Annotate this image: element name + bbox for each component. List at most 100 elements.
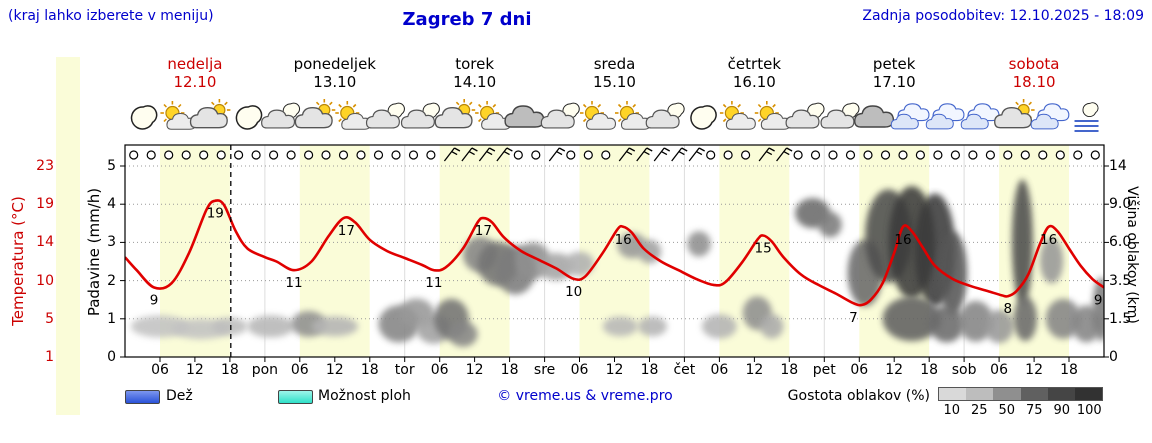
cloud-cover-symbol	[426, 150, 436, 160]
wind-row	[129, 147, 1100, 162]
svg-text:16: 16	[615, 232, 632, 248]
cloud-cover-symbol	[583, 150, 593, 160]
x-hour-label: 12	[185, 362, 204, 378]
x-hour-label: 18	[360, 362, 379, 378]
temperature-tick: 5	[45, 310, 54, 327]
cloud-height-tick: 9.0	[1109, 196, 1132, 213]
last-updated: Zadnja posodobitev: 12.10.2025 - 18:09	[862, 8, 1144, 24]
weather-icon-moon-cloud	[645, 102, 685, 129]
location-hint: (kraj lahko izberete v meniju)	[8, 8, 214, 24]
cloud-cover-symbol	[286, 150, 296, 160]
weather-icon-moon	[235, 105, 263, 130]
wind-barb	[618, 147, 636, 162]
copyright-link[interactable]: © vreme.us & vreme.pro	[497, 388, 673, 404]
x-hour-label: 18	[920, 362, 939, 378]
weather-icon-sun-cloud	[160, 101, 197, 130]
cloud-density-scale	[938, 387, 1103, 401]
cloud-cover-symbol	[915, 150, 926, 160]
weather-icon-cloud-sun	[994, 99, 1035, 129]
temperature-value-labels: 9 19 11 17 11 17 10 16 15 7 16 8 16 9	[150, 206, 1103, 326]
x-hour-label: 12	[465, 362, 484, 378]
cloud-cover-symbol	[740, 150, 751, 160]
day-date: 12.10	[173, 73, 217, 91]
cloud-cover-symbol	[1055, 150, 1065, 160]
cloud-cover-symbol	[1090, 150, 1100, 160]
x-hour-label: 18	[1060, 362, 1078, 378]
svg-text:11: 11	[285, 275, 302, 291]
cloud-cover-symbol	[933, 150, 943, 160]
showers-legend-label: Možnost ploh	[318, 388, 411, 404]
cloud-height-tick: 14	[1109, 158, 1127, 174]
density-cell-100	[1074, 388, 1103, 400]
day-date: 18.10	[1012, 73, 1056, 91]
cloud-cover-symbol	[181, 150, 191, 160]
x-hour-label: 18	[220, 362, 239, 378]
svg-text:9: 9	[150, 293, 159, 309]
cloud-cover-symbol	[164, 150, 174, 160]
precipitation-tick: 1	[107, 310, 116, 327]
weather-icon-cloud-blue	[890, 103, 930, 130]
density-tick-label: 90	[1053, 403, 1071, 418]
day-name-sobota: sobota	[1008, 55, 1060, 73]
density-tick-label: 75	[1026, 403, 1043, 418]
svg-text:8: 8	[1004, 301, 1013, 317]
axis-tick-marks	[120, 165, 1109, 362]
precipitation-tick: 2	[107, 272, 116, 289]
wind-barb	[496, 147, 513, 162]
wind-barb	[636, 147, 653, 162]
svg-text:17: 17	[338, 223, 355, 239]
density-cell-90	[1047, 388, 1075, 400]
cloud-cover-symbol	[828, 150, 838, 160]
weather-icon-cloud-dark	[854, 105, 895, 128]
x-day-label: sre	[533, 362, 556, 378]
cloud-cover-symbol	[234, 150, 244, 160]
cloud-cover-symbol	[531, 150, 541, 160]
cloud-height-tick: 0	[1109, 349, 1118, 365]
x-hour-label: 12	[325, 362, 344, 378]
day-date: 13.10	[313, 73, 357, 91]
svg-text:10: 10	[565, 284, 582, 300]
svg-text:16: 16	[894, 232, 911, 248]
wind-barb	[461, 147, 478, 162]
density-cell-50	[993, 388, 1021, 400]
cloud-cover-symbol	[566, 150, 576, 160]
x-hour-label: 12	[1025, 362, 1044, 378]
weather-icon-moon-cloud	[365, 102, 405, 129]
cloud-cover-symbol	[391, 150, 401, 160]
svg-text:16: 16	[1040, 232, 1057, 248]
temperature-curve	[125, 199, 1104, 307]
weather-icon-moon-cloud	[785, 102, 825, 129]
weather-icon-cloud-sun	[294, 99, 336, 129]
precipitation-tick: 0	[107, 349, 116, 365]
x-hour-label: 12	[605, 362, 624, 378]
density-tick-label: 25	[971, 403, 988, 418]
cloud-cover-symbol	[845, 150, 856, 160]
cloud-cover-symbol	[880, 150, 891, 160]
weather-icon-cloud-sun	[434, 99, 476, 129]
density-tick-label: 50	[998, 403, 1016, 418]
weather-icon-cloud-blue	[925, 103, 965, 130]
wind-barb	[776, 147, 793, 162]
x-hour-label: 06	[570, 362, 589, 378]
rain-legend-swatch	[125, 390, 160, 404]
x-hour-label: 18	[640, 362, 659, 378]
x-day-label: tor	[394, 362, 415, 378]
x-day-label: pon	[251, 362, 279, 378]
cloud-cover-symbol	[251, 150, 261, 160]
day-name-torek: torek	[455, 55, 495, 73]
wind-barb	[548, 147, 566, 162]
weather-icon-sun-cloud	[335, 101, 372, 130]
weather-icon-moon-cloud	[540, 102, 580, 129]
temperature-tick: 19	[36, 196, 54, 213]
weather-icon-cloud-dark	[504, 105, 545, 128]
day-date: 16.10	[732, 73, 776, 91]
day-name-četrtek: četrtek	[727, 55, 782, 73]
svg-text:15: 15	[755, 241, 772, 257]
wind-barb	[758, 147, 775, 162]
cloud-cover-symbol	[968, 150, 978, 160]
cloud-cover-symbol	[706, 150, 716, 160]
density-tick-label: 100	[1076, 403, 1102, 418]
showers-legend-swatch	[278, 390, 313, 404]
weather-icon-moon	[130, 105, 158, 130]
x-hour-label: 12	[745, 362, 764, 378]
